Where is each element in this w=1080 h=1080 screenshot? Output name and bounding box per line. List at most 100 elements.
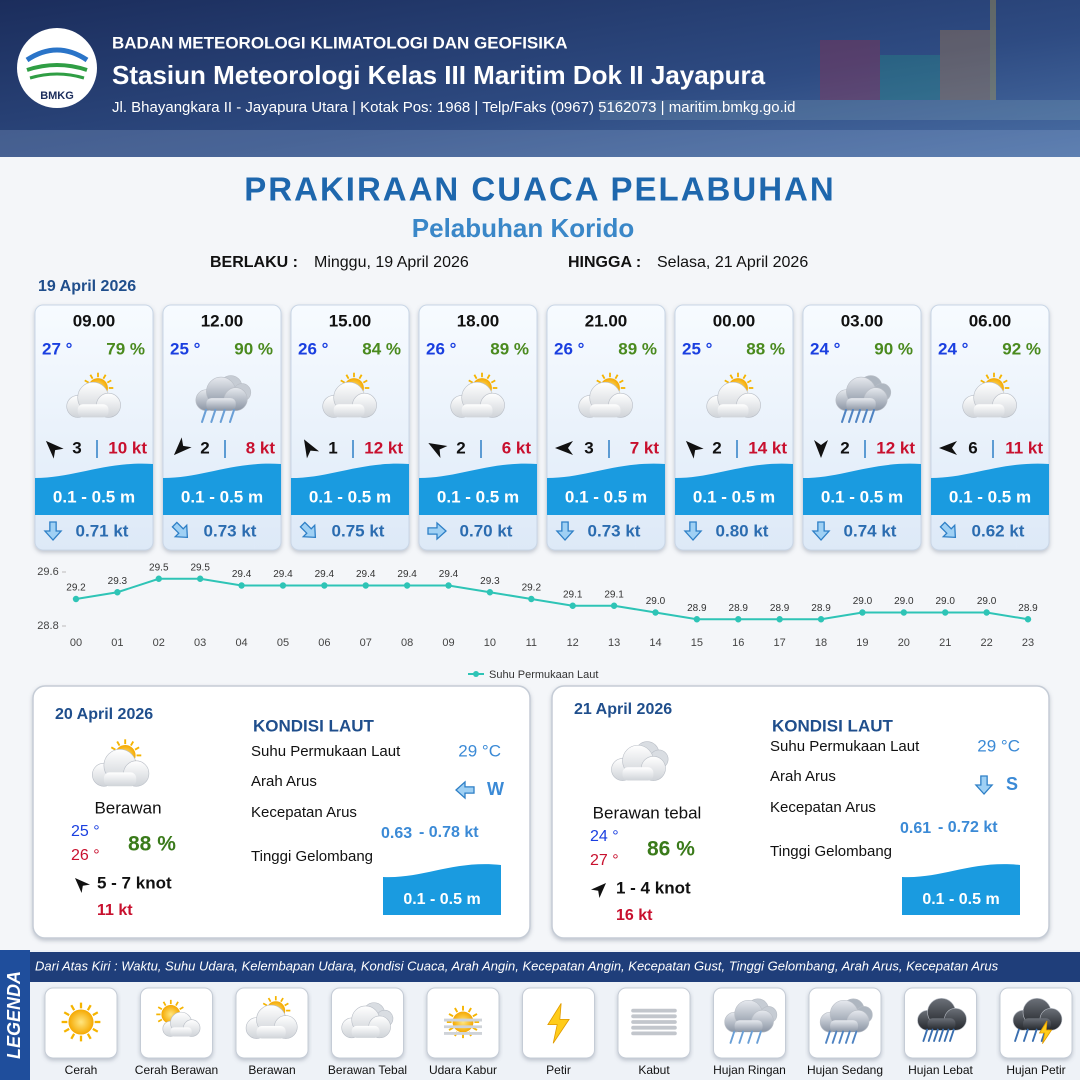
sun-core xyxy=(68,1009,94,1035)
card-wave: 0.1 - 0.5 m xyxy=(693,487,775,506)
day-temp-max: 26 ° xyxy=(71,847,100,864)
legend-item-name: Cerah xyxy=(65,1063,98,1077)
card-wind: 2 xyxy=(712,438,721,457)
legend-item-name: Hujan Ringan xyxy=(713,1063,786,1077)
rain-drop xyxy=(825,1030,831,1044)
weather-icon xyxy=(578,372,633,418)
sun-ray xyxy=(284,1002,289,1007)
sun-ray xyxy=(345,374,350,380)
legend-title: LEGENDA xyxy=(4,971,24,1059)
card-time: 12.00 xyxy=(201,311,244,330)
sun-ray xyxy=(89,374,94,380)
cloud-part xyxy=(351,1025,380,1038)
cloud-part xyxy=(206,398,236,411)
day-box xyxy=(32,685,531,939)
card-temp: 25 ° xyxy=(682,339,713,358)
wave-band xyxy=(383,864,501,915)
wind-direction xyxy=(173,437,192,456)
card-gust: 6 kt xyxy=(502,438,532,457)
sun-core xyxy=(452,1011,474,1033)
wind-direction xyxy=(45,440,64,459)
wave-band xyxy=(931,463,1049,515)
card-humidity: 89 % xyxy=(618,339,657,358)
value-label: 29.5 xyxy=(190,562,210,573)
card-wave: 0.1 - 0.5 m xyxy=(565,487,647,506)
sun-ray xyxy=(157,1006,163,1011)
value-label: 29.0 xyxy=(894,596,914,607)
wind-direction xyxy=(555,441,573,455)
weather-icon xyxy=(245,996,298,1039)
day-temp-max: 27 ° xyxy=(590,852,619,869)
sun-ray xyxy=(63,1027,70,1033)
legend-item-name: Cerah Berawan xyxy=(135,1063,218,1077)
day-wave: 0.1 - 0.5 m xyxy=(403,891,480,908)
card-current: 0.73 kt xyxy=(204,521,257,540)
sun-ray xyxy=(86,1033,92,1040)
day-humidity: 86 % xyxy=(647,838,695,861)
x-tick-label: 01 xyxy=(111,637,123,649)
weather-icon xyxy=(631,1008,677,1036)
value-label: 29.4 xyxy=(439,569,459,580)
lightning xyxy=(1038,1020,1053,1044)
current-direction xyxy=(974,775,994,795)
legend-item-name: Hujan Petir xyxy=(1006,1063,1065,1077)
rain-drop xyxy=(862,409,868,423)
cloud-part xyxy=(170,1027,192,1037)
sst-point xyxy=(610,602,618,609)
card-temp: 24 ° xyxy=(810,339,841,358)
rain-drop xyxy=(201,409,207,423)
sun-ray xyxy=(70,1033,76,1040)
x-tick-label: 04 xyxy=(235,637,247,649)
sun-ray xyxy=(742,374,747,380)
x-tick-label: 10 xyxy=(484,637,496,649)
card-wind: 3 xyxy=(72,438,81,457)
sst-point xyxy=(72,595,80,603)
rain-drop xyxy=(848,409,854,423)
valid-from: Minggu, 19 April 2026 xyxy=(314,254,469,271)
sst-point xyxy=(983,609,990,616)
x-tick-label: 12 xyxy=(567,637,579,649)
sun-ray xyxy=(262,1002,268,1007)
header-background xyxy=(0,0,1080,157)
value-label: 29.4 xyxy=(356,569,376,580)
sst-point xyxy=(486,589,494,596)
wind-direction xyxy=(685,440,704,459)
day-temp-min: 24 ° xyxy=(590,828,619,845)
sun-ray xyxy=(175,1001,179,1006)
x-tick-label: 23 xyxy=(1022,637,1034,649)
cloud-part xyxy=(461,404,493,418)
weather-icon xyxy=(92,739,150,787)
x-tick-label: 17 xyxy=(774,637,786,649)
day-gust: 16 kt xyxy=(616,907,653,924)
address: Jl. Bhayangkara II - Jayapura Utara | Ko… xyxy=(112,99,795,116)
weather-icon xyxy=(61,1002,101,1042)
sst-point xyxy=(528,595,535,603)
weather-icon xyxy=(547,1003,570,1044)
card-wind: 2 xyxy=(456,438,465,457)
value-label: 29.3 xyxy=(108,576,128,587)
sun-ray xyxy=(985,374,990,380)
card-time: 18.00 xyxy=(457,311,500,330)
sst-point xyxy=(238,582,245,589)
x-tick-label: 20 xyxy=(898,637,910,649)
sst-point xyxy=(403,582,411,589)
current-direction xyxy=(427,521,447,541)
card-current: 0.75 kt xyxy=(332,521,385,540)
current-min: 0.61 xyxy=(900,820,931,837)
sun-ray xyxy=(468,379,474,384)
rain-drop xyxy=(756,1030,762,1044)
card-humidity: 90 % xyxy=(234,339,273,358)
sun-ray xyxy=(467,1007,472,1013)
today-date: 19 April 2026 xyxy=(38,278,136,295)
rain-drop xyxy=(1023,1028,1029,1042)
current-direction xyxy=(43,521,63,541)
sst-label: Suhu Permukaan Laut xyxy=(251,743,401,760)
day-wave: 0.1 - 0.5 m xyxy=(922,891,999,908)
cloud-part xyxy=(333,404,365,418)
card-wave: 0.1 - 0.5 m xyxy=(309,487,391,506)
value-label: 29.2 xyxy=(522,583,542,594)
value-label: 29.0 xyxy=(646,596,666,607)
current-direction xyxy=(171,521,189,539)
wind-direction xyxy=(939,441,957,455)
